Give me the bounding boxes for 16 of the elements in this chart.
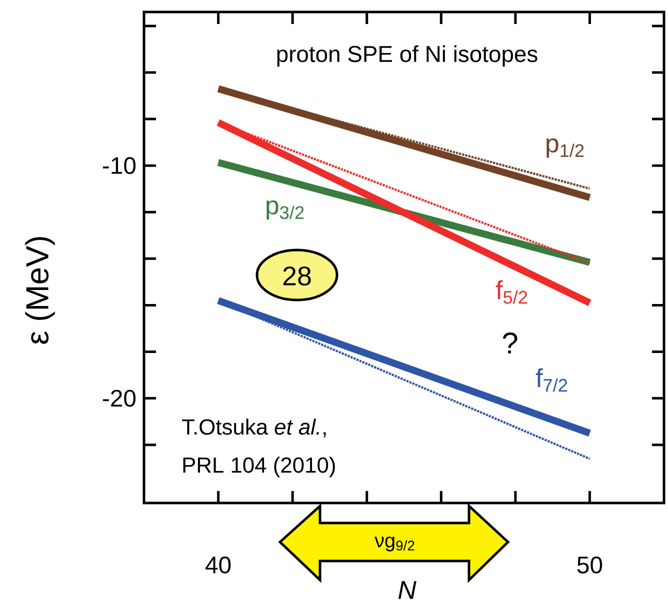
annotation: PRL 104 (2010) — [183, 456, 335, 478]
y-axis-title: ε (MeV) — [25, 237, 55, 344]
series-label: f$_{5/2}$ — [496, 280, 528, 304]
text: proton SPE of Ni isotopes — [277, 45, 538, 67]
y-tick-label: -10 — [102, 157, 136, 174]
x-tick-label: 50 — [577, 556, 602, 574]
series-label: p$_{1/2}$ — [546, 138, 584, 158]
x-axis-title: N — [398, 581, 416, 599]
series-label: f$_{7/2}$ — [536, 368, 568, 392]
annotation: ? — [502, 332, 518, 354]
text: νg$_{9/2}$ — [374, 536, 414, 552]
annotation: 28 — [283, 266, 311, 286]
y-tick-label: -20 — [102, 390, 136, 407]
x-tick-label: 40 — [206, 556, 231, 574]
annotation: T.Otsuka et al., — [182, 418, 326, 438]
series-label: p$_{3/2}$ — [266, 200, 304, 220]
